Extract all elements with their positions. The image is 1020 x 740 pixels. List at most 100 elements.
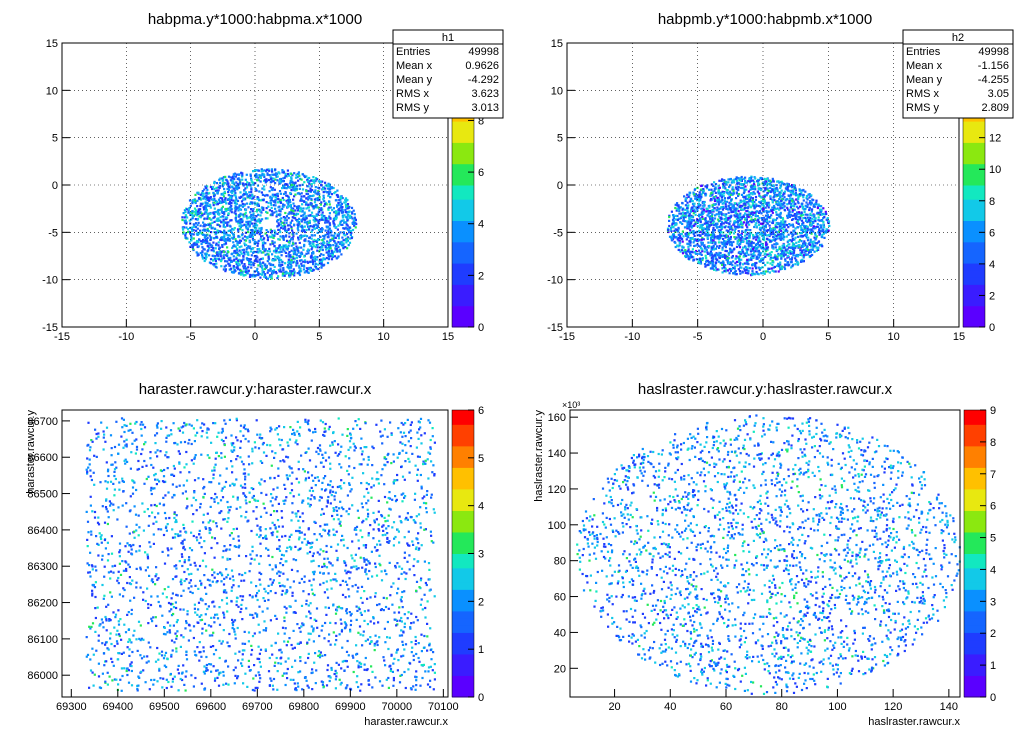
heatmap-cell bbox=[240, 204, 243, 207]
heatmap-cell bbox=[238, 215, 242, 218]
palette-band bbox=[452, 220, 474, 229]
heatmap-cell bbox=[714, 247, 718, 250]
heatmap-cell bbox=[267, 178, 270, 182]
heatmap-cell bbox=[201, 251, 204, 254]
heatmap-cell bbox=[714, 241, 717, 244]
heatmap-cell bbox=[714, 266, 717, 269]
heatmap-cell bbox=[783, 266, 786, 269]
heatmap-cell bbox=[765, 245, 768, 248]
heatmap-cell bbox=[212, 249, 215, 252]
heatmap-cell bbox=[282, 192, 286, 196]
heatmap-cell bbox=[775, 184, 778, 187]
heatmap-cell bbox=[190, 237, 193, 241]
heatmap-cell bbox=[769, 180, 772, 183]
heatmap-cell bbox=[270, 177, 273, 180]
heatmap-cell bbox=[743, 267, 746, 270]
heatmap-cell bbox=[721, 208, 725, 211]
heatmap-cell bbox=[237, 215, 240, 218]
heatmap-cell bbox=[277, 268, 280, 272]
heatmap-cell bbox=[793, 213, 796, 216]
heatmap-cell bbox=[243, 189, 246, 192]
heatmap-cell bbox=[303, 174, 306, 177]
heatmap-cell bbox=[324, 181, 327, 184]
heatmap-cell bbox=[291, 270, 294, 273]
heatmap-cell bbox=[775, 203, 778, 206]
heatmap-cell bbox=[231, 237, 235, 240]
heatmap-cell bbox=[762, 190, 765, 193]
heatmap-cell bbox=[305, 252, 308, 255]
heatmap-cell bbox=[801, 235, 804, 238]
heatmap-cell bbox=[213, 263, 216, 266]
heatmap-cell bbox=[764, 206, 767, 209]
heatmap-cell bbox=[241, 205, 244, 208]
heatmap-cell bbox=[210, 231, 213, 234]
heatmap-cell bbox=[743, 188, 746, 191]
heatmap-cell bbox=[204, 206, 208, 209]
heatmap-cell bbox=[254, 176, 258, 179]
heatmap-cell bbox=[274, 182, 277, 185]
heatmap-cell bbox=[719, 194, 722, 197]
heatmap-cell bbox=[312, 224, 315, 227]
heatmap-cell bbox=[236, 259, 239, 263]
heatmap-cell bbox=[801, 230, 805, 233]
heatmap-cell bbox=[771, 201, 774, 204]
heatmap-cell bbox=[204, 201, 207, 204]
heatmap-cell bbox=[732, 181, 735, 184]
heatmap-cell bbox=[768, 267, 771, 270]
heatmap-cell bbox=[335, 193, 339, 197]
heatmap-cell bbox=[239, 182, 242, 186]
heatmap-cell bbox=[236, 247, 239, 250]
heatmap-cell bbox=[699, 260, 702, 263]
heatmap-cell bbox=[241, 221, 244, 224]
heatmap-cell bbox=[299, 199, 302, 202]
heatmap-cell bbox=[771, 263, 774, 266]
heatmap-cell bbox=[698, 193, 701, 196]
heatmap-cell bbox=[728, 196, 731, 199]
heatmap-cell bbox=[301, 235, 304, 238]
heatmap-cell bbox=[232, 182, 235, 185]
heatmap-cell bbox=[310, 248, 313, 251]
heatmap-cell bbox=[303, 175, 307, 179]
heatmap-cell bbox=[265, 201, 268, 204]
heatmap-cell bbox=[195, 229, 198, 232]
heatmap-cell bbox=[783, 196, 786, 199]
heatmap-cell bbox=[801, 228, 804, 231]
heatmap-cell bbox=[219, 196, 222, 200]
heatmap-cell bbox=[223, 235, 226, 238]
heatmap-cell bbox=[257, 204, 260, 207]
heatmap-cell bbox=[317, 213, 320, 216]
heatmap-cell bbox=[240, 245, 243, 248]
heatmap-cell bbox=[285, 230, 288, 234]
heatmap-cell bbox=[243, 193, 246, 196]
heatmap-cell bbox=[722, 234, 725, 237]
heatmap-cell bbox=[209, 243, 212, 246]
heatmap-cell bbox=[743, 183, 746, 186]
heatmap-cell bbox=[696, 221, 699, 224]
heatmap-cell bbox=[277, 213, 280, 216]
heatmap-cell bbox=[821, 213, 824, 216]
heatmap-cell bbox=[697, 202, 701, 205]
heatmap-cell bbox=[252, 264, 255, 267]
heatmap-cell bbox=[730, 268, 733, 271]
heatmap-cell bbox=[747, 263, 750, 266]
heatmap-cell bbox=[741, 208, 744, 211]
heatmap-cell bbox=[748, 267, 751, 270]
heatmap-cell bbox=[256, 256, 259, 259]
heatmap-cell bbox=[688, 212, 691, 215]
heatmap-cell bbox=[752, 237, 755, 240]
heatmap-cell bbox=[214, 265, 217, 268]
heatmap-cell bbox=[302, 268, 305, 271]
heatmap-cell bbox=[706, 252, 710, 255]
heatmap-cell bbox=[297, 179, 300, 182]
heatmap-cell bbox=[818, 233, 821, 236]
palette-band bbox=[452, 206, 474, 214]
heatmap-cell bbox=[210, 227, 213, 230]
heatmap-cell bbox=[223, 265, 226, 268]
heatmap-cell bbox=[255, 254, 258, 258]
heatmap-cell bbox=[249, 173, 252, 176]
heatmap-cell bbox=[315, 213, 318, 216]
heatmap-cell bbox=[751, 273, 754, 276]
heatmap-cell bbox=[226, 246, 229, 249]
heatmap-cell bbox=[720, 195, 723, 198]
heatmap-cell bbox=[191, 226, 194, 229]
